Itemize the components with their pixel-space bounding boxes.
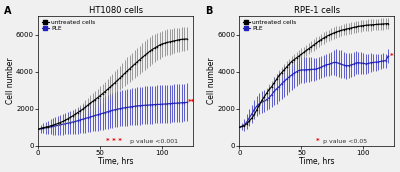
Y-axis label: Cell number: Cell number <box>207 58 216 104</box>
Text: p value <0.05: p value <0.05 <box>321 139 367 144</box>
X-axis label: Time, hrs: Time, hrs <box>299 157 335 166</box>
Text: p value <0.001: p value <0.001 <box>128 139 178 144</box>
Text: A: A <box>4 6 12 16</box>
Text: *: * <box>316 138 320 144</box>
X-axis label: Time, hrs: Time, hrs <box>98 157 133 166</box>
Text: * * *: * * * <box>106 138 122 144</box>
Text: *: * <box>390 53 393 59</box>
Text: B: B <box>205 6 213 16</box>
Title: HT1080 cells: HT1080 cells <box>88 6 143 15</box>
Text: **: ** <box>188 99 195 105</box>
Legend: untreated cells, PLE: untreated cells, PLE <box>242 19 297 32</box>
Title: RPE-1 cells: RPE-1 cells <box>294 6 340 15</box>
Y-axis label: Cell number: Cell number <box>6 58 14 104</box>
Legend: untreated cells, PLE: untreated cells, PLE <box>41 19 96 32</box>
